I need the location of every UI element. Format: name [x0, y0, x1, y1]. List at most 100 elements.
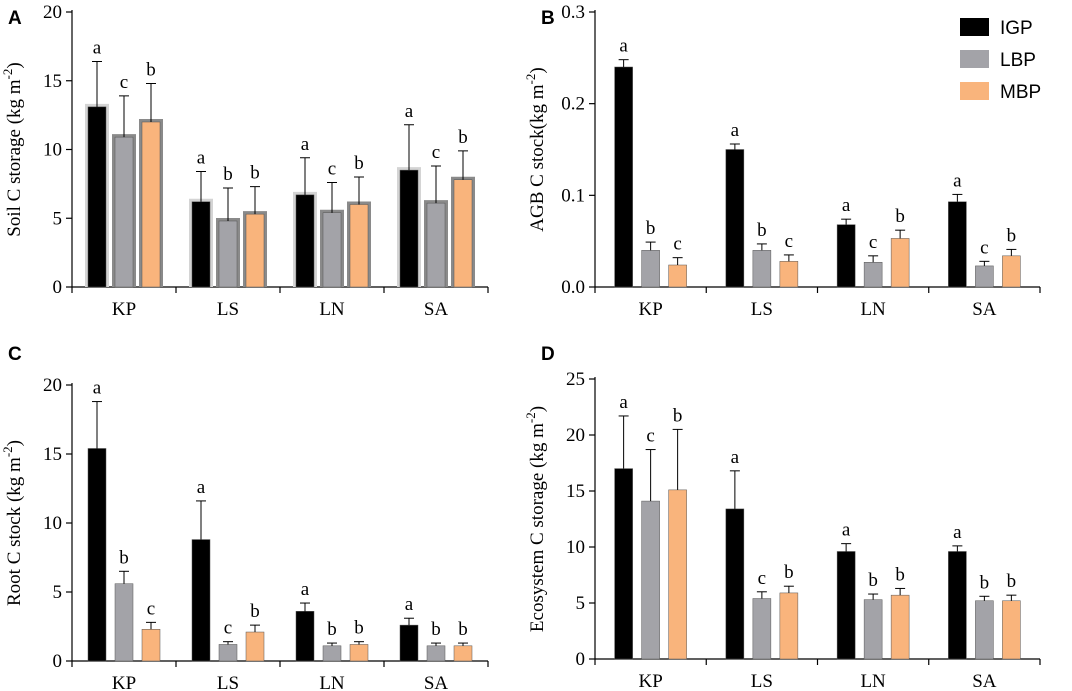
y-axis-title: Root C stock (kg m-2)	[0, 440, 25, 606]
significance-letter: c	[869, 232, 877, 253]
significance-letter: a	[93, 38, 102, 59]
significance-letter: b	[250, 601, 260, 622]
x-tick-label: LS	[751, 299, 773, 320]
x-tick-label: LN	[860, 299, 886, 320]
bar-igp-sa	[948, 551, 967, 660]
x-tick-label: SA	[424, 673, 449, 691]
y-axis-title-close: )	[527, 67, 548, 73]
bar-lbp-sa	[975, 265, 994, 288]
chart-panel-d: D 0 5 10 15 20 25 KP LS LN SA Ecosystem C storage (…	[523, 344, 1041, 691]
x-tick-label: KP	[638, 299, 662, 320]
significance-letter: a	[731, 120, 740, 141]
significance-letter: a	[301, 134, 310, 155]
bar-lbp-ls	[752, 598, 772, 660]
y-axis-title-superscript: -2	[523, 412, 538, 423]
significance-letter: c	[673, 234, 681, 255]
x-tick-label: LN	[319, 673, 345, 691]
bar-mbp-ls	[245, 631, 265, 662]
bar-mbp-sa	[453, 645, 473, 662]
bar-igp-ls	[725, 149, 745, 288]
y-axis-title-close: )	[527, 406, 548, 412]
significance-letter: a	[197, 148, 206, 169]
significance-letter: b	[895, 206, 905, 227]
y-tick-label: 0.3	[561, 2, 585, 23]
bar-lbp-kp	[641, 500, 660, 660]
bar-lbp-ls	[218, 220, 238, 288]
bar-igp-ln	[295, 194, 315, 288]
y-tick-label: 25	[566, 369, 585, 390]
significance-letter: b	[354, 153, 364, 174]
y-tick-label: 0	[53, 651, 63, 672]
legend-label-mbp: MBP	[1000, 82, 1041, 103]
y-tick-label: 0	[576, 649, 586, 670]
significance-letter: b	[784, 562, 794, 583]
significance-letter: a	[842, 520, 851, 541]
significance-letter: c	[785, 231, 793, 252]
significance-letter: b	[757, 220, 767, 241]
bar-mbp-ln	[890, 238, 910, 288]
significance-letter: a	[93, 378, 102, 399]
x-tick-label: LN	[319, 299, 345, 320]
y-axis-title: Soil C storage (kg m-2)	[0, 62, 25, 236]
y-tick-label: 0	[53, 277, 63, 298]
panel-label: C	[8, 344, 22, 365]
bar-lbp-ln	[322, 645, 342, 662]
bar-igp-kp	[614, 468, 633, 660]
y-tick-label: 5	[53, 582, 63, 603]
bar-lbp-sa	[426, 645, 446, 662]
x-tick-label: KP	[112, 673, 136, 691]
y-tick-label: 0.0	[561, 277, 585, 298]
y-axis-title-close: )	[4, 62, 25, 68]
significance-letter: b	[1007, 225, 1017, 246]
bar-igp-ls	[725, 508, 745, 660]
significance-letter: b	[119, 547, 129, 568]
y-tick-label: 10	[43, 513, 62, 534]
legend-label-lbp: LBP	[1000, 50, 1036, 71]
legend-label-igp: IGP	[1000, 18, 1033, 39]
chart-panel-a: A 0 5 10 15 20 KP LS LN SA Soil C storage (kg m-2)…	[0, 2, 489, 320]
y-tick-label: 0.1	[561, 185, 585, 206]
bar-igp-ls	[191, 201, 211, 288]
x-tick-label: SA	[972, 299, 997, 320]
y-axis-title-text: Soil C storage (kg m	[4, 79, 25, 236]
bar-lbp-kp	[641, 250, 660, 288]
y-axis-title-close: )	[4, 440, 25, 446]
y-axis-title: Ecosystem C storage (kg m-2)	[523, 406, 548, 632]
significance-letter: a	[405, 594, 414, 615]
y-tick-label: 5	[53, 208, 63, 229]
x-tick-label: LS	[217, 299, 239, 320]
significance-letter: c	[646, 426, 654, 447]
bar-igp-sa	[399, 169, 419, 288]
y-tick-label: 20	[43, 375, 62, 396]
bar-mbp-sa	[1002, 600, 1021, 660]
bar-igp-kp	[614, 66, 633, 288]
significance-letter: b	[223, 164, 233, 185]
significance-letter: b	[1007, 571, 1017, 592]
y-tick-label: 5	[576, 593, 586, 614]
significance-letter: b	[458, 619, 468, 640]
bar-mbp-sa	[1002, 255, 1021, 288]
chart-panel-c: C 0 5 10 15 20 KP LS LN SA Root C stock (kg m-2) a a…	[0, 344, 489, 691]
y-tick-label: 15	[43, 71, 62, 92]
significance-letter: a	[301, 579, 310, 600]
significance-letter: b	[431, 619, 441, 640]
bar-igp-ln	[836, 224, 856, 288]
bar-igp-ls	[191, 539, 211, 662]
significance-letter: c	[120, 72, 128, 93]
bar-lbp-ln	[863, 262, 883, 288]
bar-lbp-ls	[218, 644, 238, 662]
significance-letter: b	[354, 618, 364, 639]
y-tick-label: 10	[566, 537, 585, 558]
bar-mbp-ls	[779, 261, 799, 288]
panel-label: A	[8, 8, 22, 29]
y-axis-title-superscript: -2	[523, 74, 538, 85]
chart-panel-b: B 0.0 0.1 0.2 0.3 KP LS LN SA AGB C stock(kg m-2)…	[523, 2, 1041, 320]
bar-igp-ln	[295, 611, 315, 662]
significance-letter: b	[673, 405, 683, 426]
y-tick-label: 10	[43, 140, 62, 161]
significance-letter: c	[980, 237, 988, 258]
bar-mbp-kp	[668, 489, 687, 660]
x-tick-label: KP	[638, 671, 662, 691]
significance-letter: b	[646, 218, 656, 239]
x-tick-label: LN	[860, 671, 886, 691]
